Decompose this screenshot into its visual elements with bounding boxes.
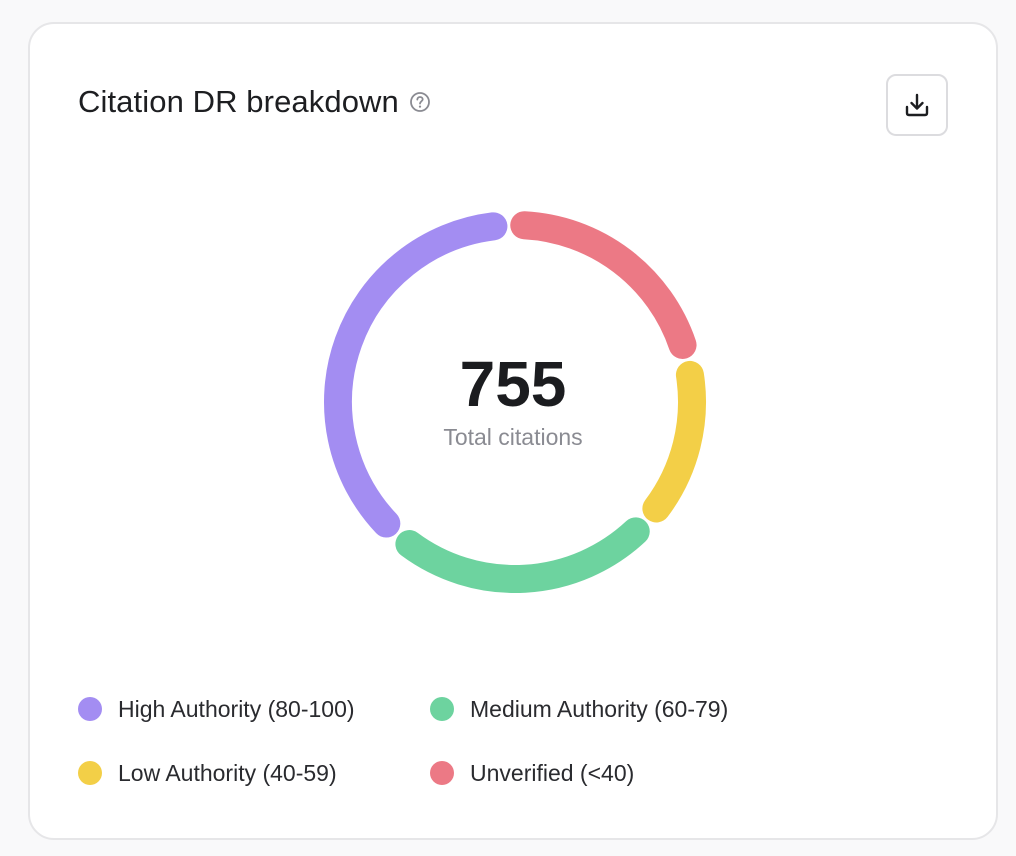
legend-label: Low Authority (40-59) <box>118 759 337 786</box>
download-button[interactable] <box>886 74 948 136</box>
legend-swatch <box>430 761 454 785</box>
question-circle-icon[interactable] <box>409 91 431 113</box>
legend-label: High Authority (80-100) <box>118 695 355 722</box>
legend-swatch <box>78 761 102 785</box>
legend-swatch <box>430 697 454 721</box>
donut-segment-high-authority[interactable] <box>324 212 508 538</box>
donut-segment-low-authority[interactable] <box>642 360 706 523</box>
legend-swatch <box>78 697 102 721</box>
total-citations-label: Total citations <box>443 424 583 450</box>
legend-item-medium-authority[interactable]: Medium Authority (60-79) <box>430 692 830 726</box>
legend-label: Unverified (<40) <box>470 759 635 786</box>
legend-item-high-authority[interactable]: High Authority (80-100) <box>78 692 430 726</box>
chart-legend: High Authority (80-100) Medium Authority… <box>78 692 878 790</box>
card-header: Citation DR breakdown <box>78 84 431 120</box>
card-title: Citation DR breakdown <box>78 84 399 119</box>
download-icon <box>905 93 929 117</box>
legend-item-unverified[interactable]: Unverified (<40) <box>430 756 830 790</box>
legend-item-low-authority[interactable]: Low Authority (40-59) <box>78 756 430 790</box>
donut-segment-medium-authority[interactable] <box>395 517 650 593</box>
donut-chart: 755 Total citations <box>30 24 996 724</box>
donut-segment-unverified[interactable] <box>510 211 697 359</box>
donut-chart-svg <box>324 211 706 593</box>
citation-dr-card: Citation DR breakdown 755 Total citation… <box>28 22 998 840</box>
total-citations-value: 755 <box>459 348 567 420</box>
legend-label: Medium Authority (60-79) <box>470 695 729 722</box>
